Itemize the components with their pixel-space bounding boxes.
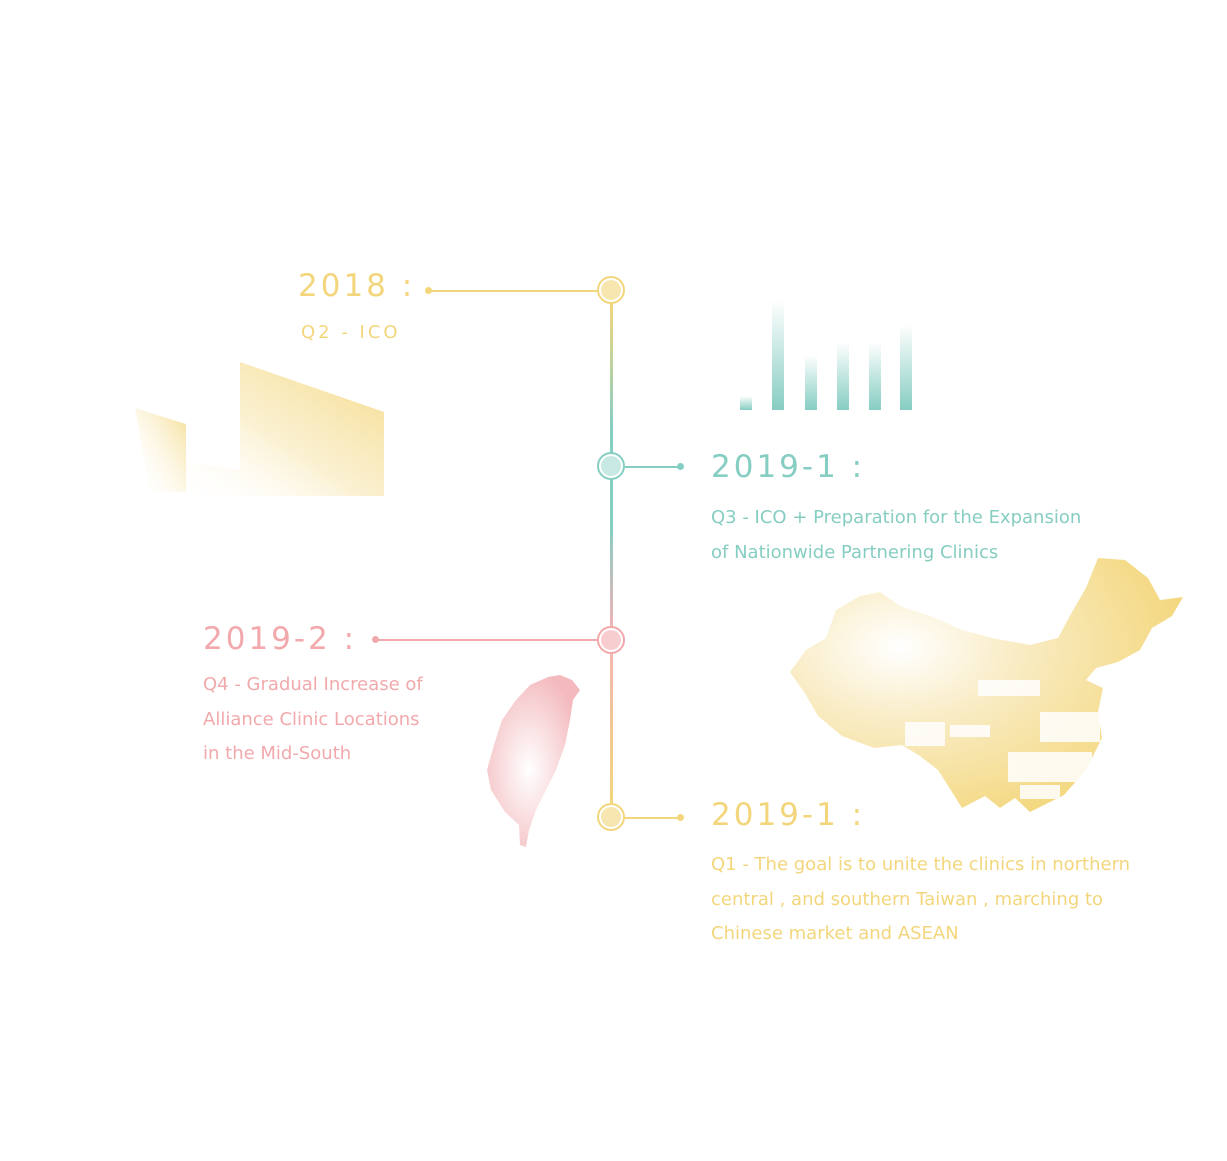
desc-line: Alliance Clinic Locations	[203, 708, 420, 730]
desc-line: Q3 - ICO + Preparation for the Expansion	[711, 507, 1082, 528]
desc-line: in the Mid-South	[203, 743, 352, 764]
desc-line: central , and southern Taiwan , marching…	[711, 888, 1104, 910]
connector-line	[625, 817, 681, 819]
timeline-node-2018	[597, 276, 625, 304]
china-map	[790, 558, 1183, 812]
connector-line	[428, 290, 598, 292]
china-map-dots	[905, 680, 1100, 799]
building-graphic	[135, 362, 384, 496]
connector-dot	[677, 814, 684, 821]
milestone-2019-1-q3-year: 2019-1 :	[711, 449, 866, 485]
milestone-2019-1-q1-year: 2019-1 :	[711, 797, 866, 833]
milestone-2019-2-desc: Q4 - Gradual Increase of Alliance Clinic…	[203, 668, 423, 772]
timeline-spine	[610, 303, 613, 803]
timeline-node-2019-1-q3	[597, 452, 625, 480]
milestone-2019-1-q1-desc: Q1 - The goal is to unite the clinics in…	[711, 848, 1130, 952]
desc-line: Q4 - Gradual Increase of	[203, 674, 423, 695]
milestone-2019-1-q3-desc: Q3 - ICO + Preparation for the Expansion…	[711, 501, 1081, 570]
bar-graphic	[740, 300, 912, 410]
desc-line: of Nationwide Partnering Clinics	[711, 541, 999, 563]
timeline-node-2019-2	[597, 626, 625, 654]
taiwan-map	[487, 675, 580, 847]
desc-line: Chinese market and ASEAN	[711, 923, 959, 944]
desc-line: Q1 - The goal is to unite the clinics in…	[711, 854, 1131, 875]
milestone-2018-desc: Q2 - ICO	[301, 322, 401, 343]
connector-line	[375, 639, 597, 641]
timeline-node-2019-1-q1	[597, 803, 625, 831]
connector-dot	[677, 463, 684, 470]
milestone-2019-2-year: 2019-2 :	[203, 621, 358, 657]
connector-line	[625, 466, 681, 468]
milestone-2018-year: 2018 :	[298, 268, 416, 304]
